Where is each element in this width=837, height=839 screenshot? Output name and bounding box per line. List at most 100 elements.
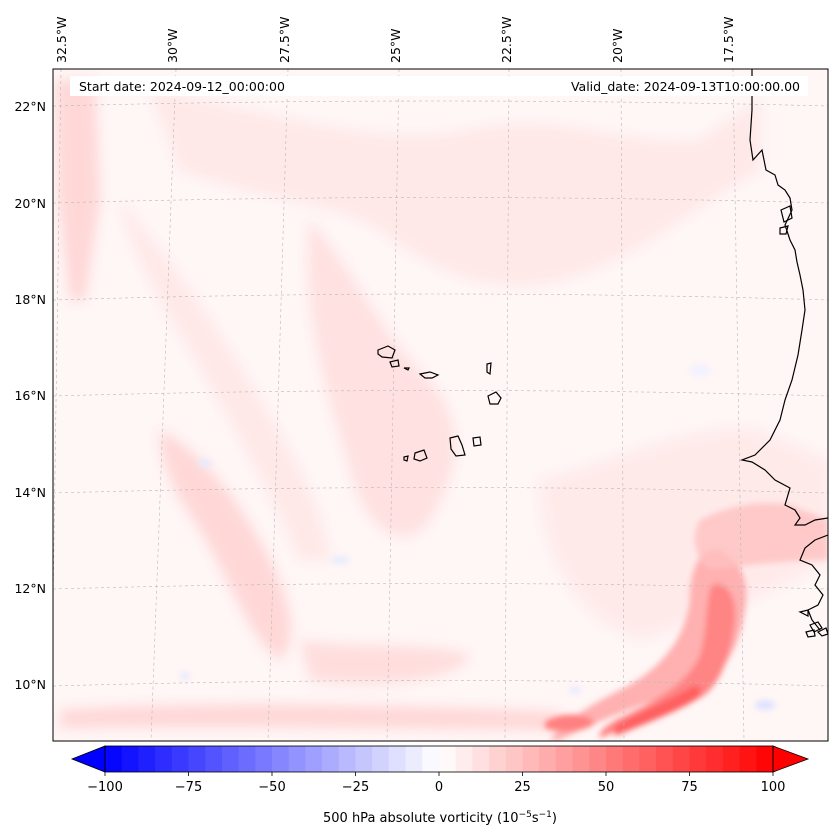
colorbar-segment (221, 746, 239, 772)
lat-label-10n: 10°N (14, 677, 46, 692)
positive-band-central (308, 220, 455, 537)
parallel-16n (53, 390, 828, 397)
colorbar-segment (606, 746, 624, 772)
positive-band-south-mid (300, 640, 470, 684)
vorticity-strong-features (180, 364, 828, 740)
colorbar-segment (322, 746, 340, 772)
colorbar-segment (555, 746, 573, 772)
colorbar-segment (138, 746, 156, 772)
island-santa-luzia (403, 367, 410, 371)
parallel-10n (53, 680, 828, 687)
positive-band-west (160, 430, 291, 660)
parallel-14n (53, 487, 828, 494)
colorbar-segment (238, 746, 256, 772)
colorbar-segment (388, 746, 406, 772)
colorbar-segment (272, 746, 290, 772)
colorbar-title-exp2: −1 (539, 810, 552, 820)
colorbar-segments (105, 746, 774, 772)
lat-label-14n: 14°N (14, 485, 46, 500)
colorbar-tick-label: −75 (175, 780, 202, 795)
island-santiago (449, 435, 466, 457)
island-boa-vista (487, 391, 502, 405)
colorbar-segment (639, 746, 657, 772)
colorbar-extend-max (772, 745, 810, 773)
lon-label-27-5w: 27.5°W (277, 17, 292, 63)
colorbar-segment (522, 746, 540, 772)
meridian-17-5w (732, 69, 745, 741)
colorbar-segment (372, 746, 390, 772)
valid-date-label: Valid_date: 2024-09-13T10:00:00.00 (571, 79, 800, 94)
lat-label-18n: 18°N (14, 292, 46, 307)
colorbar-tick-label: 25 (514, 780, 531, 795)
parallel-20n (53, 197, 828, 204)
colorbar-tick-label: 50 (598, 780, 615, 795)
dakar-peninsula (780, 205, 793, 223)
colorbar-segment (171, 746, 189, 772)
coastlines (739, 69, 828, 638)
negative-patch-3 (755, 700, 775, 710)
parallel-22n (53, 100, 828, 107)
colorbar-segment (656, 746, 674, 772)
latitude-labels: 22°N 20°N 18°N 16°N 14°N 12°N 10°N (14, 99, 46, 692)
colorbar-segment (355, 746, 373, 772)
colorbar-title-exp1: −5 (519, 810, 532, 820)
meridian-32-5w (53, 69, 62, 627)
meridian-30w (150, 69, 177, 741)
negative-patch-2 (198, 459, 212, 467)
positive-band-south (60, 704, 560, 730)
colorbar-segment (489, 746, 507, 772)
positive-band-north (150, 90, 760, 286)
colorbar-title-end: ) (552, 811, 557, 826)
colorbar-segment (722, 746, 740, 772)
colorbar-segment (338, 746, 356, 772)
start-date-label: Start date: 2024-09-12_00:00:00 (79, 79, 285, 94)
colorbar-segment (105, 746, 123, 772)
bissagos-island-4 (798, 609, 809, 617)
bijagos-island-3 (816, 627, 828, 637)
negative-patch-6 (690, 364, 710, 376)
colorbar-segment (622, 746, 640, 772)
map-frame (52, 68, 829, 742)
colorbar-segment (455, 746, 473, 772)
island-sao-nicolau (418, 371, 440, 379)
colorbar-segment (205, 746, 223, 772)
colorbar-tick-label: −50 (258, 780, 285, 795)
island-santo-antao (377, 345, 396, 359)
colorbar-tick-label: 0 (435, 780, 443, 795)
colorbar-title: 500 hPa absolute vorticity (10−5s−1) (323, 810, 557, 826)
colorbar-segment (672, 746, 690, 772)
colorbar-tick-label: 75 (681, 780, 698, 795)
colorbar-segment (255, 746, 273, 772)
island-brava (403, 455, 409, 462)
island-sal (486, 362, 492, 376)
lat-label-12n: 12°N (14, 581, 46, 596)
positive-band-far-west-coastal (55, 80, 100, 300)
colorbar-segment (472, 746, 490, 772)
lon-label-30w: 30°W (165, 28, 180, 63)
lon-label-17-5w: 17.5°W (721, 17, 736, 63)
longitude-labels: 32.5°W 30°W 27.5°W 25°W 22.5°W 20°W 17.5… (54, 17, 736, 63)
colorbar-segment (188, 746, 206, 772)
map-panel: Start date: 2024-09-12_00:00:00 Valid_da… (53, 69, 828, 741)
lat-label-22n: 22°N (14, 99, 46, 114)
lon-label-22-5w: 22.5°W (499, 17, 514, 63)
island-fogo (413, 449, 428, 462)
colorbar-segment (121, 746, 139, 772)
island-maio (472, 436, 482, 447)
bijagos-island-2 (805, 629, 816, 638)
colorbar-tick-label: 100 (761, 780, 786, 795)
colorbar-ticks: −100 −75 −50 −25 0 25 50 75 100 (87, 772, 785, 795)
colorbar-segment (505, 746, 523, 772)
lon-label-25w: 25°W (388, 28, 403, 63)
negative-patch-1 (330, 556, 350, 564)
colorbar-extend-min (70, 745, 106, 773)
lon-label-32-5w: 32.5°W (54, 17, 69, 63)
colorbar-segment (405, 746, 423, 772)
colorbar: −100 −75 −50 −25 0 25 50 75 100 500 hPa absolute… (70, 745, 810, 826)
coastal-inlet (779, 225, 789, 235)
vorticity-field-shading (55, 80, 828, 730)
colorbar-segment (572, 746, 590, 772)
colorbar-segment (539, 746, 557, 772)
colorbar-tick-label: −100 (87, 780, 123, 795)
colorbar-segment (439, 746, 457, 772)
